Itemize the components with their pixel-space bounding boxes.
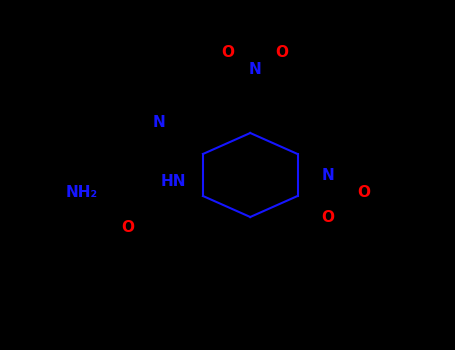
Text: HN: HN bbox=[160, 175, 186, 189]
Text: NH₂: NH₂ bbox=[66, 185, 98, 200]
Text: O: O bbox=[276, 45, 288, 60]
Text: N: N bbox=[248, 63, 261, 77]
Text: O: O bbox=[358, 185, 370, 200]
Text: O: O bbox=[221, 45, 234, 60]
Text: N: N bbox=[321, 168, 334, 182]
Text: N: N bbox=[153, 115, 166, 130]
Text: O: O bbox=[121, 220, 134, 235]
Text: O: O bbox=[321, 210, 334, 224]
